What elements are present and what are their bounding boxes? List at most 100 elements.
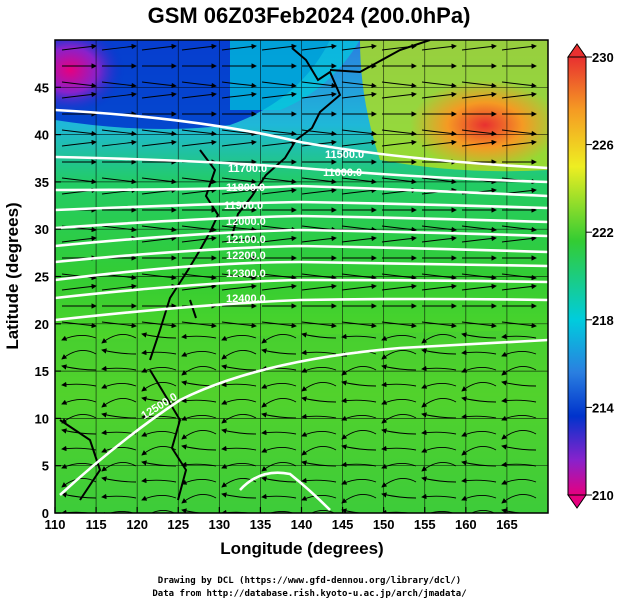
wind-streamline bbox=[301, 367, 337, 373]
x-axis-title: Longitude (degrees) bbox=[220, 539, 383, 558]
credit-data: Data from http://database.rish.kyoto-u.a… bbox=[152, 589, 467, 599]
wind-streamline bbox=[61, 414, 97, 424]
colorbar-tick-label: 222 bbox=[592, 225, 614, 240]
wind-streamline bbox=[181, 366, 217, 376]
y-axis: 0 5 10 15 20 25 30 35 40 45 bbox=[35, 80, 61, 521]
wind-streamline bbox=[61, 43, 97, 51]
wind-streamline bbox=[101, 462, 137, 472]
contour-label-11500: 11500.0 bbox=[325, 149, 364, 161]
wind-streamline bbox=[261, 383, 297, 389]
wind-streamline bbox=[261, 177, 297, 185]
wind-streamline bbox=[341, 380, 377, 387]
wind-streamline bbox=[381, 381, 417, 388]
contour-11700 bbox=[55, 184, 548, 198]
wind-streamline bbox=[301, 235, 337, 243]
wind-streamline bbox=[221, 321, 257, 329]
wind-streamline bbox=[101, 225, 137, 233]
wind-streamline bbox=[181, 187, 217, 195]
wind-streamline bbox=[181, 139, 217, 147]
x-tick-label: 120 bbox=[126, 517, 148, 532]
wind-streamline bbox=[341, 444, 377, 451]
wind-streamline bbox=[341, 81, 377, 89]
contour-12200 bbox=[55, 260, 548, 282]
wind-streamline bbox=[61, 129, 97, 137]
wind-streamline bbox=[101, 129, 137, 137]
wind-streamline bbox=[501, 479, 537, 485]
wind-streamline bbox=[221, 350, 257, 360]
wind-streamline bbox=[421, 235, 457, 243]
wind-streamline bbox=[301, 396, 337, 403]
wind-streamline bbox=[421, 447, 457, 453]
colorbar-scale bbox=[567, 56, 587, 496]
cool-region bbox=[230, 40, 360, 110]
contour-11600 bbox=[55, 155, 548, 184]
wind-streamline bbox=[181, 461, 217, 468]
wind-streamline bbox=[381, 364, 417, 371]
wind-streamline bbox=[421, 462, 457, 472]
y-tick-label: 30 bbox=[35, 222, 49, 237]
x-tick-label: 135 bbox=[250, 517, 272, 532]
wind-streamline bbox=[421, 511, 455, 513]
wind-streamline bbox=[421, 412, 457, 419]
wind-streamline bbox=[501, 129, 537, 137]
wind-streamline bbox=[141, 332, 177, 339]
wind-streamline bbox=[381, 177, 417, 185]
wind-streamline bbox=[421, 129, 457, 137]
wind-streamline bbox=[341, 479, 377, 485]
wind-streamline bbox=[421, 383, 457, 389]
wind-streamline bbox=[101, 398, 137, 408]
wind-streamline bbox=[61, 139, 97, 147]
wind-streamline bbox=[101, 334, 137, 344]
wind-streamline bbox=[261, 273, 297, 281]
wind-streamline bbox=[461, 235, 497, 243]
wind-streamline bbox=[181, 91, 217, 99]
wind-streamline bbox=[261, 139, 297, 147]
wind-streamline bbox=[181, 177, 217, 185]
wind-streamline bbox=[501, 283, 537, 291]
wind-streamline bbox=[61, 335, 97, 341]
wind-streamline bbox=[141, 43, 177, 51]
credit-drawing: Drawing by DCL (https://www.gfd-dennou.o… bbox=[157, 576, 462, 586]
wind-streamline bbox=[381, 129, 417, 137]
wind-streamline bbox=[181, 43, 217, 51]
wind-streamline bbox=[341, 415, 377, 421]
wind-streamline bbox=[61, 283, 97, 291]
wind-streamline bbox=[501, 380, 537, 387]
wind-streamline bbox=[461, 446, 497, 456]
y-tick-label: 20 bbox=[35, 317, 49, 332]
wind-streamline bbox=[341, 139, 377, 147]
colorbar-upper-arrow bbox=[567, 43, 587, 58]
taiwan-coast bbox=[189, 299, 197, 319]
wind-streamline bbox=[101, 447, 137, 453]
wind-streamline bbox=[501, 273, 537, 281]
wind-streamline bbox=[421, 348, 457, 355]
wind-streamline bbox=[381, 414, 417, 424]
wind-streamline bbox=[181, 351, 217, 357]
wind-streamline bbox=[221, 463, 257, 469]
colorbar-tick-label: 210 bbox=[592, 488, 614, 503]
wind-streamline bbox=[301, 477, 337, 484]
wind-streamline bbox=[101, 365, 137, 372]
wind-streamline bbox=[141, 321, 177, 329]
wind-streamline bbox=[181, 494, 217, 504]
wind-streamline bbox=[101, 139, 137, 147]
wind-streamline bbox=[141, 382, 177, 392]
wind-streamline bbox=[261, 511, 295, 513]
wind-streamline bbox=[461, 477, 497, 484]
x-tick-label: 145 bbox=[332, 517, 354, 532]
wind-streamline bbox=[381, 43, 417, 51]
wind-streamline bbox=[61, 381, 97, 388]
wind-streamline bbox=[61, 492, 97, 499]
x-tick-label: 150 bbox=[373, 517, 395, 532]
wind-streamline bbox=[101, 383, 137, 389]
wind-streamline bbox=[381, 445, 417, 452]
wind-streamline bbox=[181, 508, 204, 513]
contour-label-11700: 11700.0 bbox=[228, 163, 267, 175]
wind-streamline bbox=[381, 428, 417, 435]
contour-label-11600: 11600.0 bbox=[323, 167, 362, 179]
wind-streamline bbox=[141, 495, 177, 501]
wind-streamline bbox=[141, 367, 177, 373]
wind-streamline bbox=[421, 365, 457, 372]
wind-streamline bbox=[181, 415, 217, 421]
wind-streamline bbox=[381, 321, 417, 329]
